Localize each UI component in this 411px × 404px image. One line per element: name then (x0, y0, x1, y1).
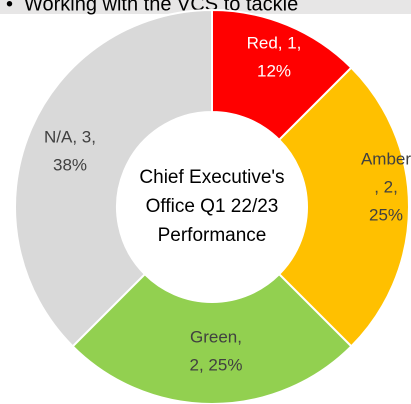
data-label: , 2, (374, 177, 398, 196)
data-label: Red, 1, (247, 33, 302, 52)
data-label: Green, (190, 327, 242, 346)
chart-title: Chief Executive's (139, 167, 284, 188)
header-bullet: • (6, 0, 13, 15)
donut-segment (71, 272, 353, 404)
data-label: 38% (53, 155, 87, 174)
donut-segment (14, 8, 213, 348)
header-text: Working with the VCS to tackle (24, 0, 298, 15)
chart-title: Office Q1 22/23 (146, 196, 279, 217)
data-label: 2, 25% (190, 355, 243, 374)
data-label: Amber (361, 149, 411, 168)
data-label: N/A, 3, (44, 127, 96, 146)
chart-title: Performance (158, 225, 267, 246)
data-label: 12% (257, 61, 291, 80)
donut-segment (277, 66, 410, 348)
header-band (0, 0, 411, 14)
data-label: 25% (369, 205, 403, 224)
